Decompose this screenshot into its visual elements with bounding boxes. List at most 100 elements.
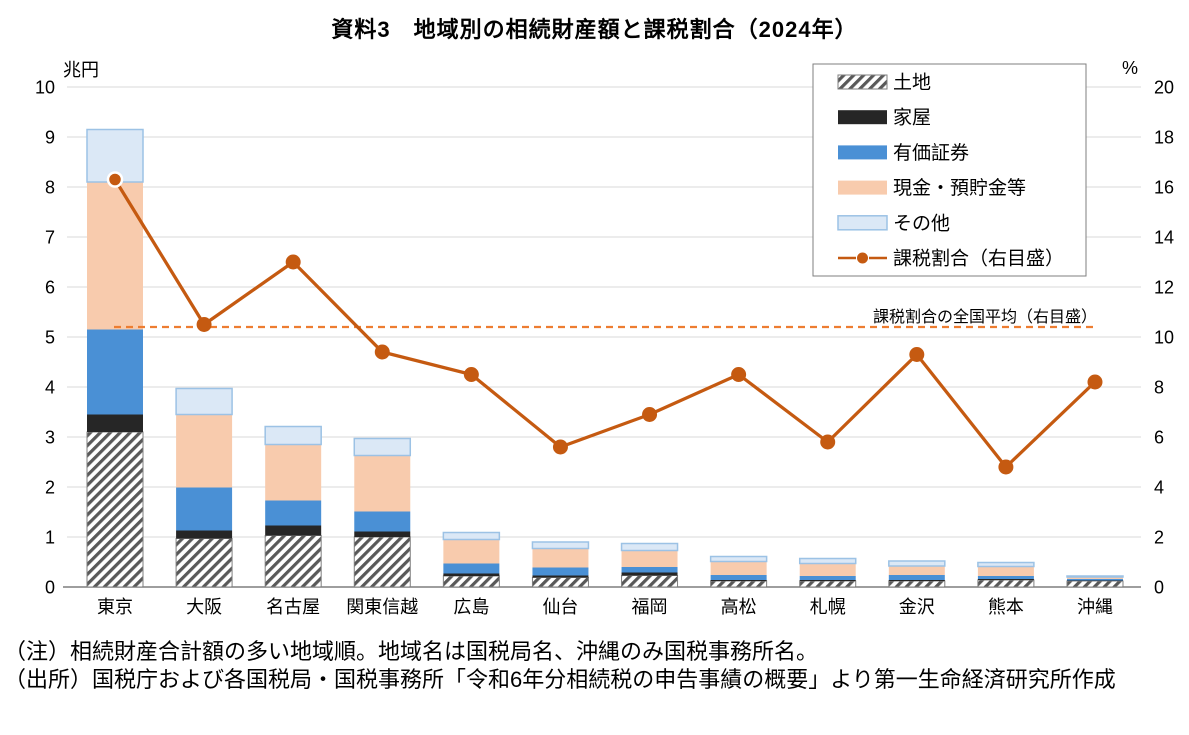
bar-segment-securities-3 — [354, 511, 411, 532]
right-axis-tick: 10 — [1154, 328, 1174, 348]
x-axis-label-5: 仙台 — [542, 597, 578, 617]
line-point-6 — [642, 407, 658, 422]
bar-segment-house-0 — [87, 414, 143, 432]
line-point-3 — [374, 344, 390, 360]
left-axis-tick: 1 — [45, 528, 55, 548]
average-line-label: 課税割合の全国平均（右目盛） — [873, 308, 1097, 326]
bar-segment-land-0 — [86, 431, 144, 588]
legend-label-house: 家屋 — [893, 107, 931, 129]
right-axis-tick: 18 — [1154, 128, 1174, 148]
left-axis-unit: 兆円 — [63, 60, 99, 80]
x-axis-label-4: 広島 — [453, 597, 489, 617]
bar-segment-cash-5 — [532, 548, 589, 568]
bar-segment-land-5 — [531, 577, 589, 588]
left-axis-tick: 4 — [45, 378, 55, 398]
bar-segment-land-4 — [442, 575, 500, 588]
bar-segment-other-8 — [798, 557, 857, 565]
bar-segment-cash-4 — [443, 539, 500, 564]
bar-segment-cash-7 — [710, 561, 767, 575]
bar-segment-cash-11 — [1066, 577, 1123, 579]
bar-segment-land-8 — [799, 580, 857, 588]
bar-segment-securities-11 — [1066, 579, 1123, 581]
legend-swatch-cash — [838, 180, 887, 195]
bar-segment-securities-1 — [176, 487, 233, 531]
left-axis-tick: 8 — [45, 178, 55, 198]
bar-segment-house-5 — [532, 575, 589, 578]
x-axis-label-0: 東京 — [97, 597, 133, 617]
right-axis-tick: 4 — [1154, 478, 1164, 498]
bar-segment-land-7 — [710, 580, 768, 588]
bar-segment-other-9 — [888, 560, 946, 567]
bar-segment-house-9 — [888, 580, 945, 581]
right-axis-tick: 6 — [1154, 428, 1164, 448]
x-axis-label-2: 名古屋 — [266, 597, 320, 617]
chart-title: 資料3 地域別の相続財産額と課税割合（2024年） — [331, 17, 858, 42]
bar-segment-house-6 — [621, 572, 678, 576]
legend-swatch-land — [837, 74, 888, 90]
line-point-1 — [196, 317, 212, 332]
bar-segment-securities-9 — [888, 575, 945, 580]
line-point-9 — [909, 347, 925, 362]
bar-segment-house-4 — [443, 573, 500, 576]
x-axis-label-3: 関東信越 — [346, 597, 418, 617]
bar-segment-house-7 — [710, 580, 767, 581]
bar-segment-cash-1 — [176, 414, 233, 488]
x-axis-label-1: 大阪 — [186, 597, 222, 617]
note-ordering: （注）相続財産合計額の多い地域順。地域名は国税局名、沖縄のみ国税事務所名。 — [4, 639, 819, 664]
x-axis-label-11: 沖縄 — [1077, 597, 1113, 617]
bar-segment-cash-0 — [87, 182, 143, 330]
tax-ratio-line — [113, 178, 1097, 470]
legend-label-cash: 現金・預貯金等 — [893, 177, 1026, 199]
legend-label-other: その他 — [893, 212, 950, 234]
line-point-7 — [731, 367, 747, 382]
right-axis-tick: 16 — [1154, 178, 1174, 198]
bar-segment-house-8 — [799, 580, 856, 581]
bar-segment-other-5 — [531, 541, 590, 550]
right-axis-tick: 12 — [1154, 278, 1174, 298]
note-source: （出所）国税庁および各国税局・国税事務所「令和6年分相続税の申告事績の概要」より… — [4, 667, 1116, 692]
right-axis-tick: 14 — [1154, 228, 1174, 248]
bar-segment-securities-7 — [710, 575, 767, 580]
bar-segment-house-2 — [265, 525, 322, 536]
bar-segment-other-10 — [977, 561, 1035, 568]
bar-segment-cash-9 — [888, 566, 945, 575]
right-axis-tick: 2 — [1154, 528, 1164, 548]
right-axis-unit: % — [1122, 58, 1138, 78]
bar-segment-other-2 — [264, 425, 322, 446]
bar-segment-land-3 — [353, 536, 411, 588]
bar-segment-house-1 — [176, 530, 233, 539]
bar-segment-cash-8 — [799, 563, 856, 576]
legend-line-marker — [857, 252, 868, 264]
x-axis-label-10: 熊本 — [988, 597, 1024, 617]
line-point-4 — [463, 367, 479, 382]
x-axis-label-9: 金沢 — [899, 597, 935, 617]
bar-segment-other-7 — [709, 555, 768, 563]
left-axis-tick: 9 — [45, 128, 55, 148]
notes: （注）相続財産合計額の多い地域順。地域名は国税局名、沖縄のみ国税事務所名。 （出… — [0, 638, 1164, 694]
bar-segment-cash-10 — [977, 566, 1034, 576]
left-axis-tick: 6 — [45, 278, 55, 298]
bar-segment-other-3 — [353, 437, 412, 457]
bar-segment-cash-2 — [265, 444, 322, 501]
left-axis-tick: 10 — [35, 78, 55, 98]
legend-swatch-other — [837, 215, 888, 231]
x-axis-label-7: 高松 — [721, 597, 757, 617]
bar-segment-other-11 — [1066, 575, 1124, 578]
bar-segment-securities-6 — [621, 567, 678, 573]
legend-swatch-securities — [838, 145, 887, 160]
left-axis-tick: 2 — [45, 478, 55, 498]
bar-segment-cash-6 — [621, 550, 678, 567]
x-axis-label-6: 福岡 — [632, 597, 668, 617]
line-point-5 — [552, 439, 568, 455]
line-point-0 — [106, 171, 124, 188]
bar-segment-house-3 — [354, 531, 411, 537]
line-point-11 — [1087, 374, 1103, 390]
bar-segment-cash-3 — [354, 455, 411, 512]
line-point-8 — [820, 434, 836, 450]
bar-segment-securities-10 — [977, 576, 1034, 579]
legend-swatch-house — [838, 110, 887, 125]
bar-segment-other-4 — [442, 531, 501, 541]
right-axis-tick: 0 — [1154, 578, 1164, 598]
